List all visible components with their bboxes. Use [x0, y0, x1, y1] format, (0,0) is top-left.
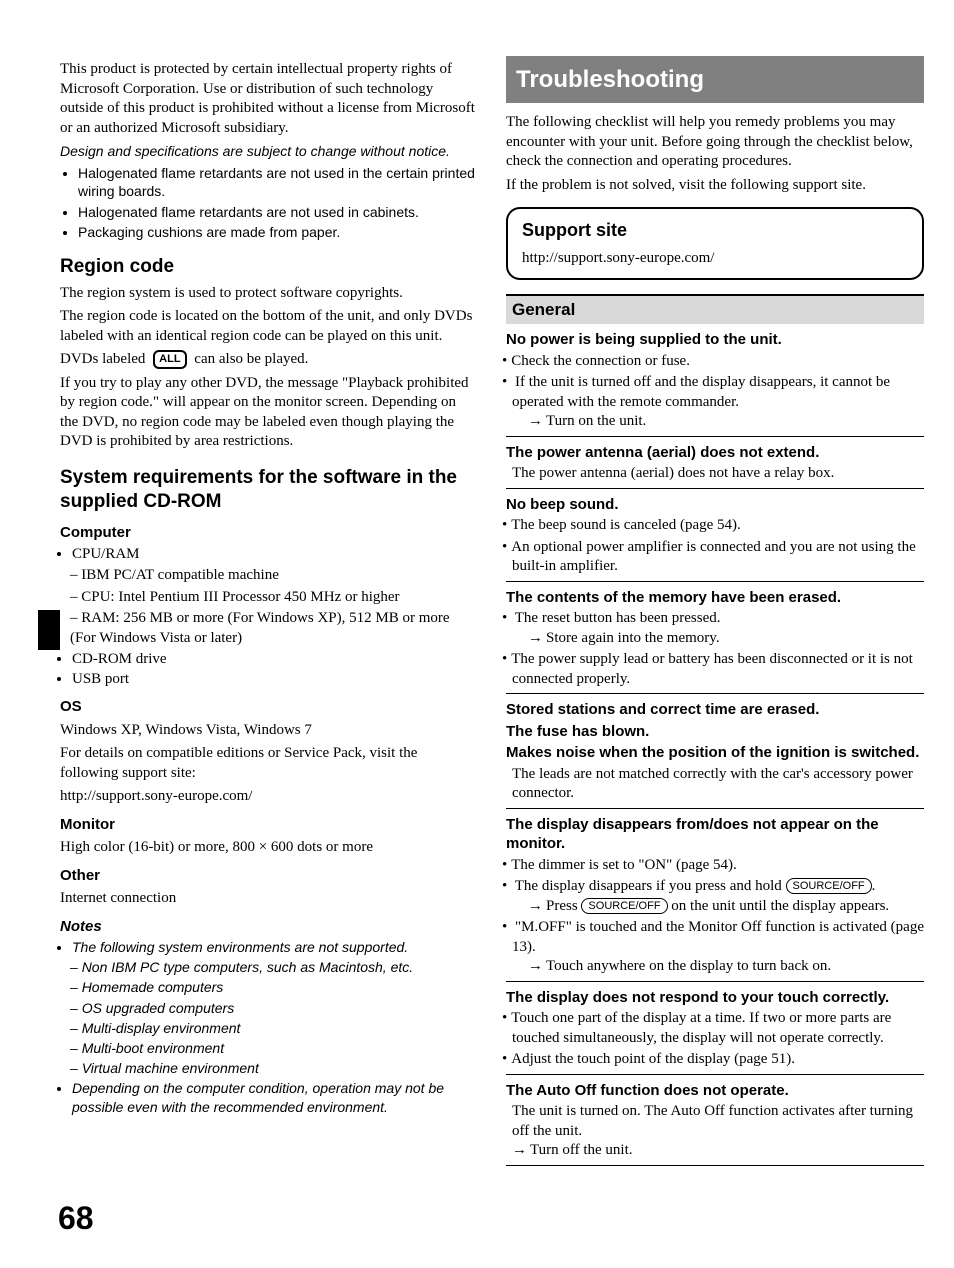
autooff-text: The unit is turned on. The Auto Off func…: [506, 1102, 924, 1141]
disp-disappear-b2: The display disappears if you press and …: [512, 877, 924, 916]
cpu-item: CPU: Intel Pentium III Processor 450 MHz…: [70, 588, 478, 608]
memory-b2: The power supply lead or battery has bee…: [512, 650, 924, 689]
cpu-item: IBM PC/AT compatible machine: [70, 566, 478, 586]
page-number: 68: [58, 1198, 94, 1240]
ip-notice: This product is protected by certain int…: [60, 60, 478, 138]
nobeep-title: No beep sound.: [506, 495, 924, 515]
eco-bullet: Packaging cushions are made from paper.: [78, 223, 478, 241]
disp-disappear-b3: "M.OFF" is touched and the Monitor Off f…: [512, 918, 924, 977]
other-heading: Other: [60, 866, 478, 886]
os-heading: OS: [60, 697, 478, 717]
arrow-icon: [528, 898, 546, 914]
arrow-icon: [528, 958, 546, 974]
region-code-heading: Region code: [60, 255, 478, 280]
monitor-text: High color (16-bit) or more, 800 × 600 d…: [60, 838, 478, 858]
computer-heading: Computer: [60, 523, 478, 543]
stored-text: The leads are not matched correctly with…: [506, 765, 924, 804]
antenna-text: The power antenna (aerial) does not have…: [506, 464, 924, 484]
sysreq-heading: System requirements for the software in …: [60, 466, 478, 515]
no-power-title: No power is being supplied to the unit.: [506, 330, 924, 350]
region-code-p2: The region code is located on the bottom…: [60, 307, 478, 346]
no-power-b1: Check the connection or fuse.: [512, 352, 924, 372]
notes-heading: Notes: [60, 917, 478, 937]
source-off-key: SOURCE/OFF: [786, 878, 872, 894]
right-column: Troubleshooting The following checklist …: [506, 56, 924, 1248]
notes-b1-item: Multi-boot environment: [70, 1039, 478, 1057]
usb-item: USB port: [72, 670, 478, 690]
disp-touch-b1: Touch one part of the display at a time.…: [512, 1009, 924, 1048]
troubleshooting-heading: Troubleshooting: [506, 56, 924, 103]
cdrom-item: CD-ROM drive: [72, 650, 478, 670]
memory-title: The contents of the memory have been era…: [506, 588, 924, 608]
notes-b1: The following system environments are no…: [72, 938, 478, 956]
nobeep-b1: The beep sound is canceled (page 54).: [512, 516, 924, 536]
notes-b1-item: OS upgraded computers: [70, 999, 478, 1017]
disp-disappear-b1: The dimmer is set to "ON" (page 54).: [512, 856, 924, 876]
autooff-title: The Auto Off function does not operate.: [506, 1081, 924, 1101]
notes-b2: Depending on the computer condition, ope…: [72, 1079, 478, 1115]
stored-title3: Makes noise when the position of the ign…: [506, 743, 924, 763]
region-code-p3: If you try to play any other DVD, the me…: [60, 374, 478, 452]
memory-b1: The reset button has been pressed. Store…: [512, 609, 924, 648]
support-site-url: http://support.sony-europe.com/: [522, 249, 908, 269]
no-power-b2: If the unit is turned off and the displa…: [512, 373, 924, 432]
left-column: This product is protected by certain int…: [60, 56, 478, 1248]
cpu-ram-label: CPU/RAM: [72, 545, 478, 565]
antenna-title: The power antenna (aerial) does not exte…: [506, 443, 924, 463]
ts-intro2: If the problem is not solved, visit the …: [506, 176, 924, 196]
autooff-arrow: Turn off the unit.: [530, 1142, 633, 1158]
stored-title2: The fuse has blown.: [506, 722, 924, 742]
notes-b1-item: Virtual machine environment: [70, 1059, 478, 1077]
os-details: For details on compatible editions or Se…: [60, 744, 478, 783]
notes-b1-item: Non IBM PC type computers, such as Macin…: [70, 958, 478, 976]
ts-intro: The following checklist will help you re…: [506, 113, 924, 172]
os-text: Windows XP, Windows Vista, Windows 7: [60, 721, 478, 741]
notes-b1-item: Multi-display environment: [70, 1019, 478, 1037]
region-code-dvds: DVDs labeled ALL can also be played.: [60, 350, 478, 370]
disp-touch-b2: Adjust the touch point of the display (p…: [512, 1050, 924, 1070]
os-url: http://support.sony-europe.com/: [60, 787, 478, 807]
dvds-post: can also be played.: [194, 351, 308, 367]
stored-title1: Stored stations and correct time are era…: [506, 700, 924, 720]
notes-b1-item: Homemade computers: [70, 978, 478, 996]
section-tab: [38, 610, 60, 650]
arrow-icon: [512, 1142, 530, 1158]
region-code-p1: The region system is used to protect sof…: [60, 284, 478, 304]
support-site-box: Support site http://support.sony-europe.…: [506, 207, 924, 280]
dvds-pre: DVDs labeled: [60, 351, 145, 367]
other-text: Internet connection: [60, 889, 478, 909]
all-icon: ALL: [153, 350, 186, 369]
general-section-heading: General: [506, 294, 924, 324]
cpu-item: RAM: 256 MB or more (For Windows XP), 51…: [70, 609, 478, 648]
eco-bullet: Halogenated flame retardants are not use…: [78, 164, 478, 200]
arrow-icon: [528, 413, 546, 429]
design-notice: Design and specifications are subject to…: [60, 142, 478, 160]
monitor-heading: Monitor: [60, 815, 478, 835]
disp-disappear-title: The display disappears from/does not app…: [506, 815, 924, 854]
support-site-title: Support site: [522, 219, 908, 242]
eco-bullet: Halogenated flame retardants are not use…: [78, 203, 478, 221]
disp-touch-title: The display does not respond to your tou…: [506, 988, 924, 1008]
nobeep-b2: An optional power amplifier is connected…: [512, 538, 924, 577]
source-off-key: SOURCE/OFF: [581, 898, 667, 914]
arrow-icon: [528, 630, 546, 646]
